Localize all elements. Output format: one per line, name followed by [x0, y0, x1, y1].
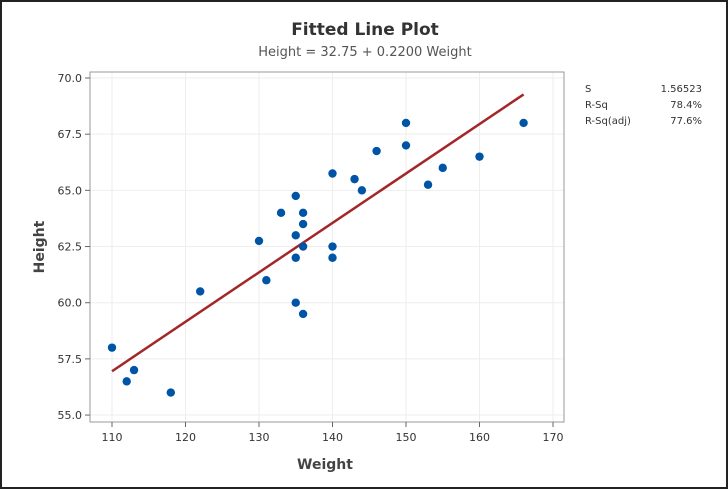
data-point [298, 208, 308, 218]
data-point [291, 191, 300, 201]
stat-value: 78.4% [670, 100, 702, 111]
stat-value: 77.6% [670, 116, 702, 127]
stat-label: S [585, 84, 591, 95]
y-tick-label: 62.5 [58, 241, 83, 254]
data-point [276, 208, 286, 218]
data-point [291, 231, 300, 240]
data-point [372, 146, 381, 156]
data-point [328, 242, 337, 251]
data-point [166, 388, 175, 397]
data-point [291, 253, 300, 262]
x-tick-label: 110 [102, 431, 123, 444]
data-point [129, 365, 139, 375]
data-point [438, 163, 447, 173]
y-tick-label: 60.0 [58, 297, 83, 310]
x-tick-label: 120 [175, 431, 196, 444]
stat-label: R-Sq(adj) [585, 116, 631, 127]
y-tick-label: 70.0 [58, 72, 83, 85]
data-point [107, 343, 117, 352]
y-tick-label: 65.0 [58, 184, 83, 197]
x-tick-label: 160 [469, 431, 490, 444]
x-tick-label: 150 [396, 431, 417, 444]
x-tick-label: 130 [249, 431, 270, 444]
data-point [328, 169, 337, 178]
data-point [328, 253, 337, 262]
data-point [262, 276, 271, 285]
y-tick-label: 67.5 [58, 128, 83, 141]
y-tick-label: 57.5 [58, 353, 83, 366]
data-point [298, 309, 308, 319]
data-point [357, 186, 367, 195]
data-point [475, 152, 484, 161]
y-axis-label: Height [32, 220, 48, 273]
stat-label: R-Sq [585, 100, 608, 111]
data-point [196, 287, 205, 296]
data-point [298, 242, 308, 251]
x-tick-label: 140 [322, 431, 343, 444]
data-point [254, 236, 264, 246]
data-point [401, 118, 411, 128]
y-tick-label: 55.0 [58, 409, 83, 422]
data-point [423, 180, 433, 189]
data-point [291, 298, 300, 307]
data-point [350, 174, 359, 184]
data-point [298, 219, 308, 229]
x-axis-label: Weight [297, 457, 353, 473]
data-point [122, 377, 131, 386]
stat-value: 1.56523 [661, 84, 702, 95]
x-tick-label: 170 [543, 431, 564, 444]
data-point [401, 141, 411, 150]
fitted-regression-line [111, 93, 525, 373]
chart-title: Fitted Line Plot [291, 20, 439, 40]
data-point [519, 118, 528, 128]
chart-subtitle: Height = 32.75 + 0.2200 Weight [258, 45, 471, 60]
